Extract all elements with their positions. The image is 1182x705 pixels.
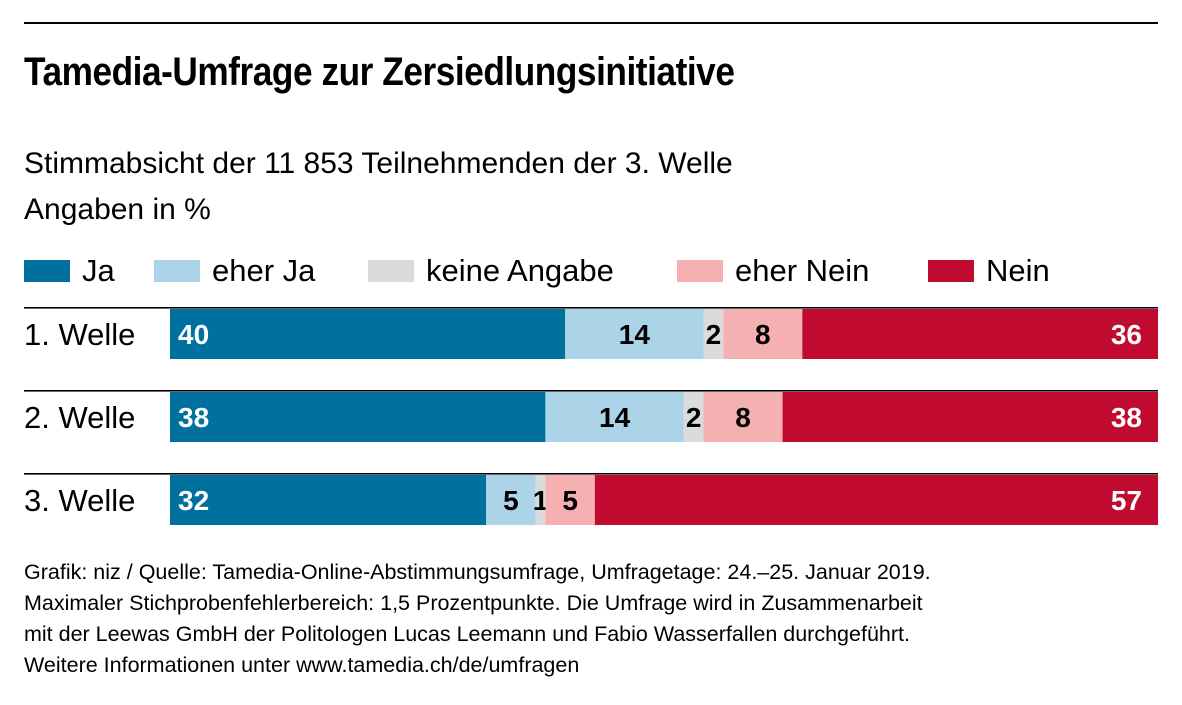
bar-segment <box>723 309 803 359</box>
legend-label-keine-angabe: keine Angabe <box>426 253 614 288</box>
bar-segment <box>535 475 546 525</box>
data-label: 38 <box>178 402 209 433</box>
legend-label-eher-nein: eher Nein <box>735 253 870 288</box>
footnote-line: mit der Leewas GmbH der Politologen Luca… <box>24 622 910 646</box>
legend-swatch-ja <box>24 260 70 282</box>
bar-segment <box>802 309 1158 359</box>
footnote-line: Maximaler Stichprobenfehlerbereich: 1,5 … <box>24 591 923 615</box>
data-label: 40 <box>178 319 209 350</box>
row-rule <box>24 473 1158 475</box>
footnote: Grafik: niz / Quelle: Tamedia-Online-Abs… <box>24 557 1158 681</box>
data-label: 8 <box>735 402 751 433</box>
category-label: 3. Welle <box>24 483 135 518</box>
data-label: 5 <box>503 485 519 516</box>
footnote-line: Weitere Informationen unter www.tamedia.… <box>24 653 580 677</box>
data-label: 14 <box>619 319 651 350</box>
data-label: 14 <box>599 402 631 433</box>
legend-label-eher-ja: eher Ja <box>212 253 316 288</box>
chart-title: Tamedia-Umfrage zur Zersiedlungsinitiati… <box>24 50 735 94</box>
row-rule <box>24 390 1158 392</box>
data-label: 1 <box>533 485 549 516</box>
legend-swatch-keine-angabe <box>368 260 414 282</box>
bar-segment <box>565 309 704 359</box>
bar-segment <box>170 475 487 525</box>
footnote-line: Grafik: niz / Quelle: Tamedia-Online-Abs… <box>24 560 931 584</box>
legend-swatch-eher-ja <box>154 260 200 282</box>
data-label: 2 <box>686 402 702 433</box>
data-label: 5 <box>562 485 578 516</box>
legend-swatch-eher-nein <box>677 260 723 282</box>
unit-label: Angaben in % <box>24 193 211 226</box>
data-label: 57 <box>1111 485 1142 516</box>
data-label: 32 <box>178 485 209 516</box>
bar-segment <box>170 309 566 359</box>
bar-segment <box>594 475 1158 525</box>
data-label: 8 <box>755 319 771 350</box>
category-label: 1. Welle <box>24 317 135 352</box>
category-label: 2. Welle <box>24 400 135 435</box>
bar-segment <box>545 392 684 442</box>
legend-swatch-nein <box>928 260 974 282</box>
bar-segment <box>170 392 546 442</box>
legend-label-ja: Ja <box>82 253 115 288</box>
bar-segment <box>703 309 724 359</box>
row-rule <box>24 307 1158 309</box>
bar-segment <box>683 392 704 442</box>
top-rule <box>24 22 1158 24</box>
legend: Ja eher Ja keine Angabe eher Nein Nein <box>24 253 1158 289</box>
data-label: 38 <box>1111 402 1142 433</box>
legend-label-nein: Nein <box>986 253 1050 288</box>
bar-segment <box>486 475 536 525</box>
data-label: 36 <box>1111 319 1142 350</box>
bar-segment <box>545 475 595 525</box>
chart-subtitle: Stimmabsicht der 11 853 Teilnehmenden de… <box>24 147 733 180</box>
data-label: 2 <box>706 319 722 350</box>
bar-segment <box>782 392 1158 442</box>
bar-segment <box>703 392 783 442</box>
